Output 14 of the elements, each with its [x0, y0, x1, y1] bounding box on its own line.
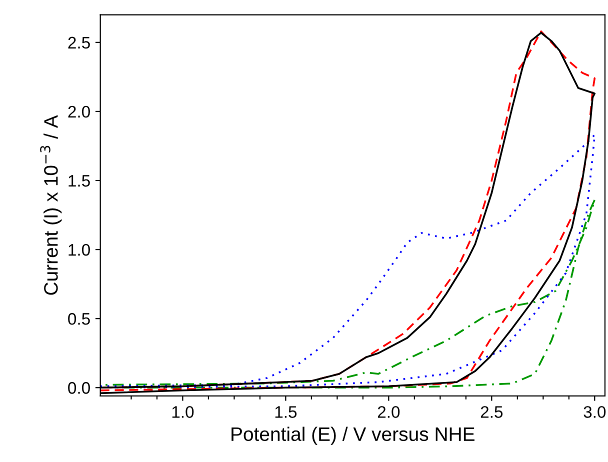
y-tick-label: 1.5 [68, 175, 90, 187]
x-tick-label: 3.0 [584, 406, 606, 418]
line-series [100, 134, 596, 389]
y-tick-label: 2.0 [68, 106, 90, 118]
y-tick-label: 0.0 [68, 382, 90, 394]
x-tick-label: 2.5 [480, 406, 503, 418]
y-tick-label: 1.0 [68, 244, 90, 256]
x-tick-label: 2.0 [378, 406, 400, 418]
y-axis-title: Current (I) x 10$^{−3}$ / A [40, 115, 62, 295]
x-tick-label: 1.5 [275, 406, 297, 418]
x-axis-title: Potential (E) / V versus NHE [232, 426, 474, 445]
y-tick-label: 2.5 [68, 36, 90, 49]
x-tick-label: 1.0 [172, 406, 194, 418]
y-tick-label: 0.5 [68, 313, 90, 325]
